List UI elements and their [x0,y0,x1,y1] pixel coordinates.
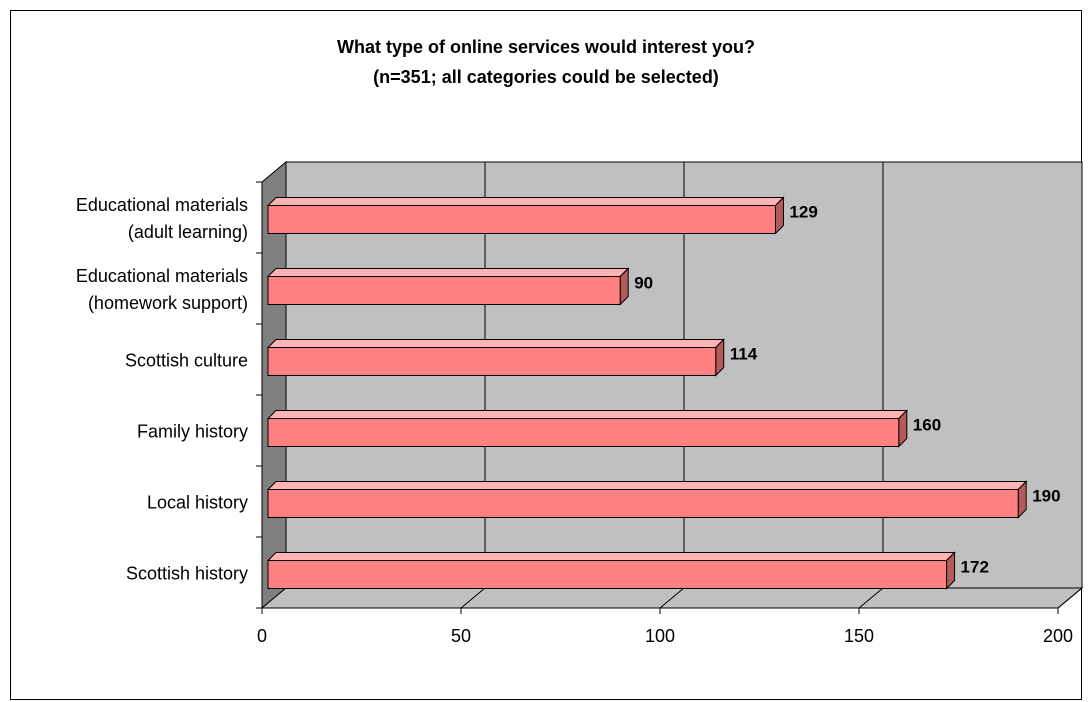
bar-top [266,410,909,419]
bar [266,551,956,590]
chart-bars [266,196,1028,590]
category-label-line: Educational materials [76,195,248,215]
category-label: Family history [137,422,248,442]
bar [266,480,1028,519]
x-tick-label: 200 [1043,626,1073,646]
chart-title: What type of online services would inter… [336,37,756,57]
bar-top [266,552,956,561]
chart-subtitle: (n=351; all categories could be selected… [373,67,719,87]
bar-front [267,418,900,447]
bar [266,196,785,235]
category-label-line: Family history [137,422,248,442]
category-label-line: Local history [147,493,248,513]
bar-top [266,481,1028,490]
bar-front [267,489,1019,518]
floor-gridline [460,587,486,609]
category-label-line: (homework support) [88,293,248,313]
x-tick-label: 150 [844,626,874,646]
x-axis-ticks: 0 50 100 150 200 [256,181,1073,646]
data-label: 90 [634,274,653,293]
chart-title-block: What type of online services would inter… [0,32,1092,92]
bar-front [267,560,948,589]
category-label: Scottish culture [125,351,248,371]
category-label-line: (adult learning) [128,222,248,242]
bar [266,267,630,306]
data-label: 160 [913,416,941,435]
bar [266,338,725,377]
data-labels: 129 90 114 160 190 172 [634,203,1060,577]
x-tick-label: 100 [645,626,675,646]
bar-top [266,197,785,206]
category-labels: Educational materials (adult learning)Edu… [76,195,248,584]
bar [266,409,909,448]
bar-front [267,347,717,376]
category-label-line: Educational materials [76,266,248,286]
data-label: 114 [730,345,758,364]
floor-gridline [1057,587,1083,609]
floor-gridline [858,587,884,609]
bar-top [266,268,630,277]
category-label: Scottish history [126,564,248,584]
data-label: 172 [961,558,989,577]
bar-top [266,339,725,348]
floor-gridline [659,587,685,609]
x-tick-label: 0 [257,626,267,646]
x-tick-label: 50 [451,626,471,646]
data-label: 190 [1032,487,1060,506]
category-label: Local history [147,493,248,513]
category-label-line: Scottish culture [125,351,248,371]
category-label-line: Scottish history [126,564,248,584]
bar-front [267,276,621,305]
data-label: 129 [789,203,817,222]
category-label: Educational materials (homework support) [76,266,248,313]
bar-front [267,205,776,234]
category-label: Educational materials (adult learning) [76,195,248,242]
